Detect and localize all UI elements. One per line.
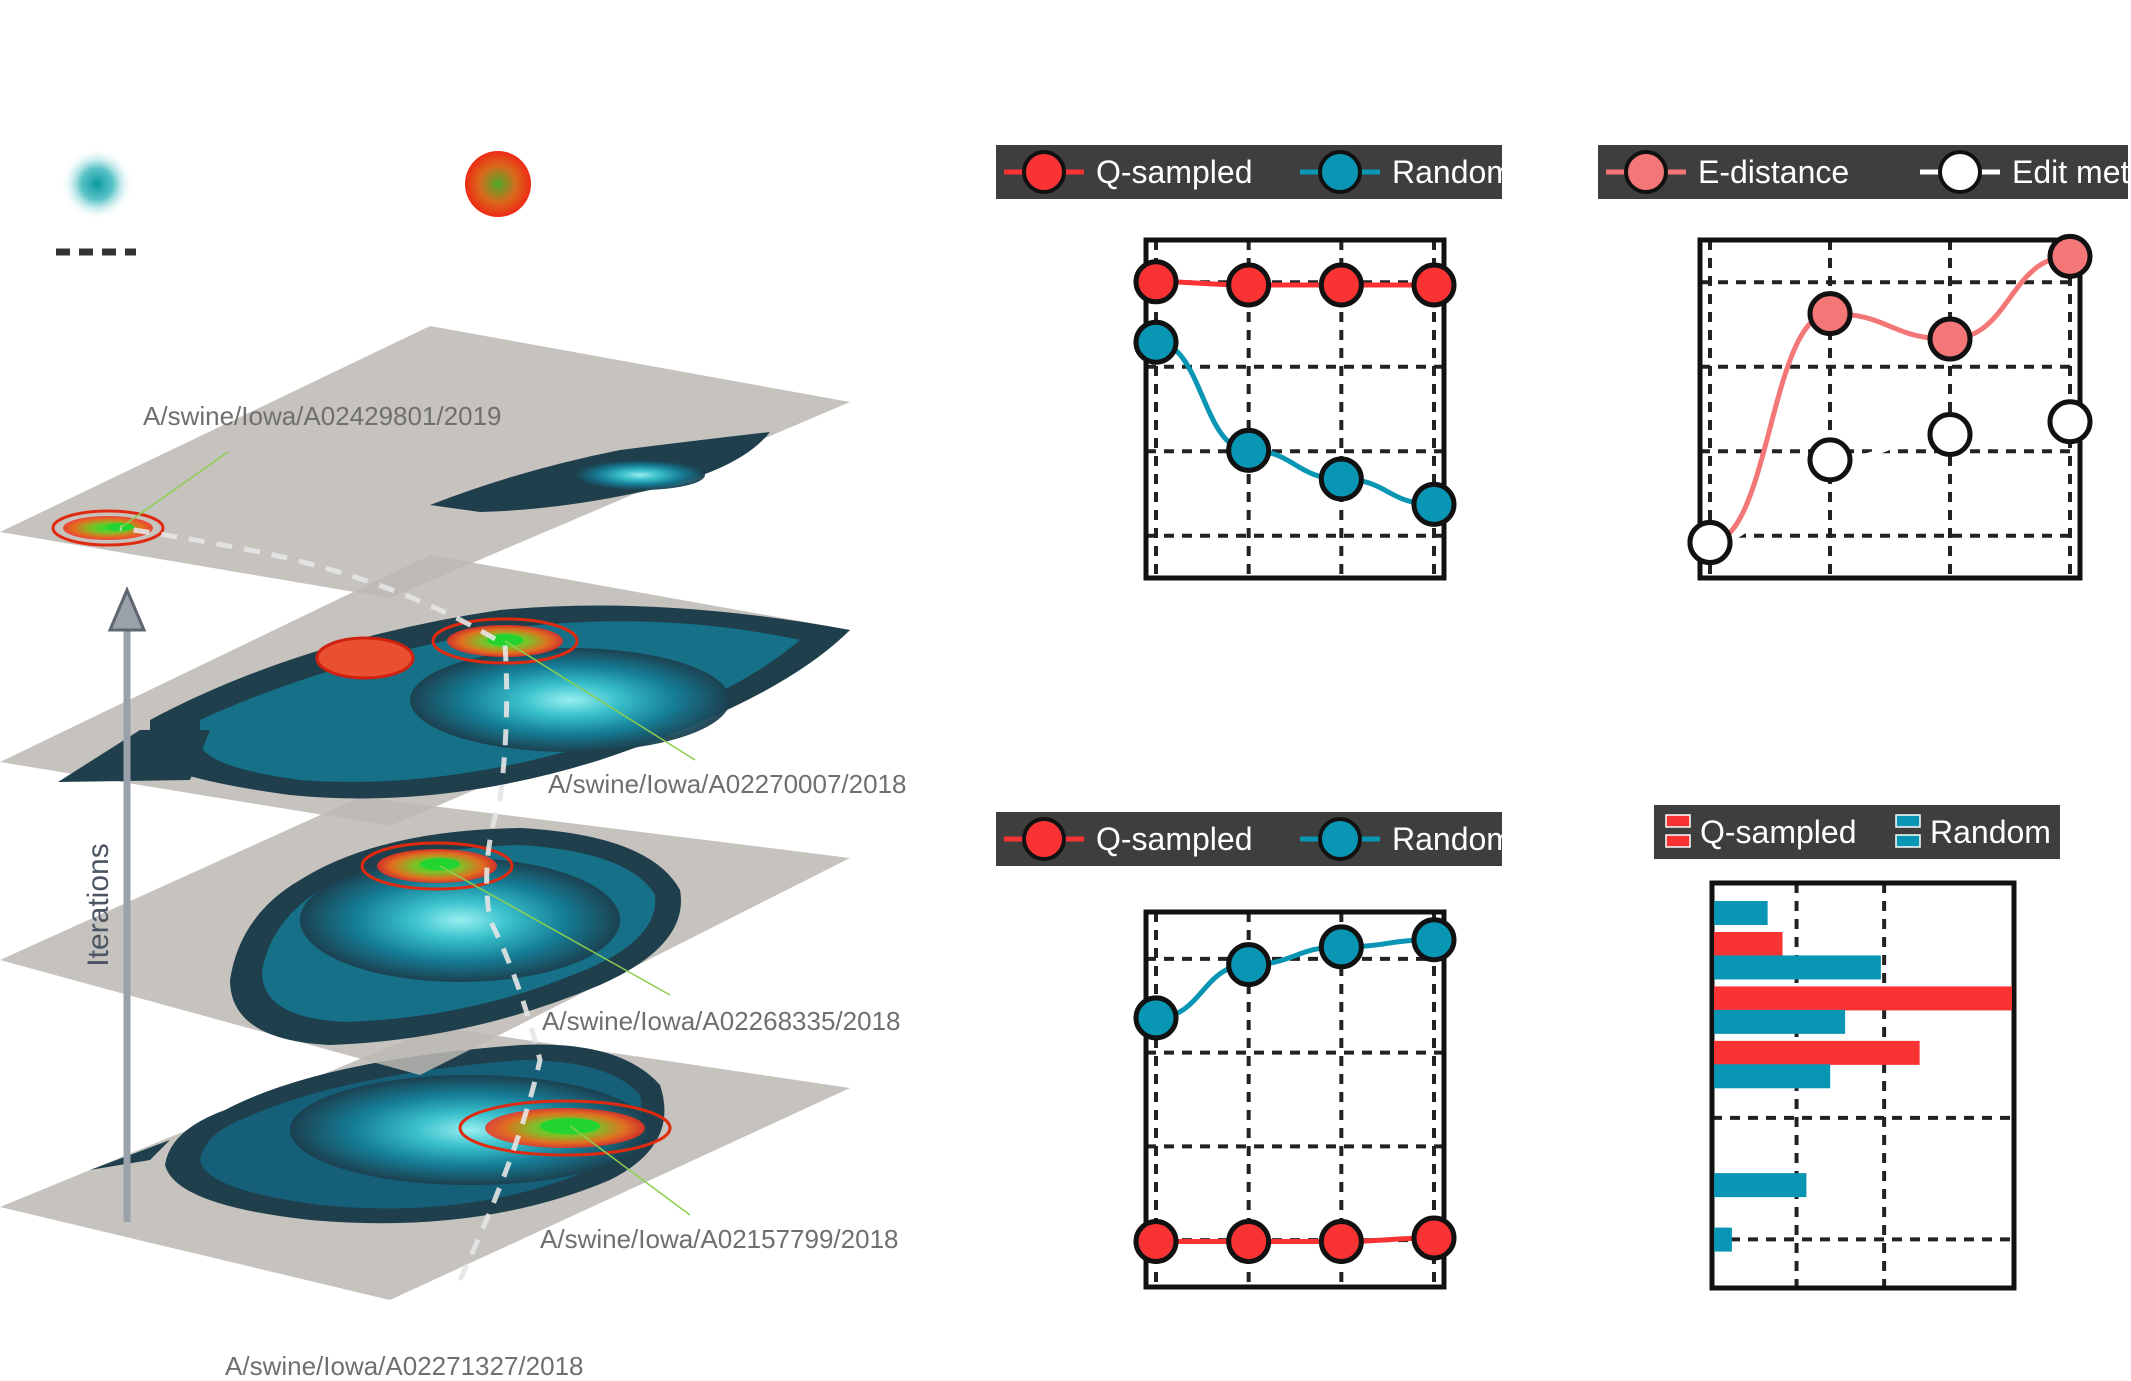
data-point-1-1: [1226, 942, 1272, 988]
strain-label-4: A/swine/Iowa/A02157799/2018: [540, 1224, 899, 1254]
bar-random-5: [1714, 1173, 1807, 1198]
series-line-0: [1155, 279, 1434, 288]
data-point-0-2: [1318, 262, 1364, 308]
data-point-1-3: [1411, 917, 1457, 963]
bar-random-3: [1714, 1064, 1831, 1089]
iterations-label: Iterations: [82, 843, 115, 966]
data-point-1-1: [1807, 437, 1853, 483]
legend-label-0: Q-sampled: [1096, 821, 1253, 857]
data-point-1-2: [1318, 456, 1364, 502]
legend-swatch-1-b: [1895, 834, 1921, 848]
plot-frame: [1697, 237, 2083, 581]
chart-2-line: E-distance Edit metric: [1598, 145, 2131, 581]
data-point-0-2: [1318, 1219, 1364, 1264]
data-point-1-1: [1226, 427, 1272, 473]
bar-q-sampled-2: [1714, 1040, 1920, 1065]
legend-label-0: Q-sampled: [1700, 814, 1857, 850]
data-point-0-1: [1226, 262, 1272, 308]
data-point-1-2: [1318, 924, 1364, 970]
data-point-0-1: [1226, 1219, 1272, 1264]
legend-marker-0: [1022, 817, 1066, 861]
strain-label-3: A/swine/Iowa/A02268335/2018: [542, 1006, 901, 1036]
series-line-0: [1156, 1235, 1435, 1245]
bar-random-1: [1714, 955, 1881, 980]
data-point-1-0: [1133, 995, 1179, 1041]
legend-label-1: Random: [1392, 154, 1513, 190]
data-point-0-2: [1927, 316, 1973, 362]
strain-label-5: A/swine/Iowa/A02271327/2018: [225, 1351, 584, 1381]
data-point-1-3: [1411, 481, 1457, 527]
series-line-1: [1709, 419, 2071, 546]
up-arrow-icon: [107, 586, 147, 1222]
data-point-1-3: [2047, 399, 2093, 445]
legend-marker-1: [1318, 150, 1362, 194]
legend-box: [1654, 805, 2060, 859]
bar-random-6: [1714, 1227, 1732, 1252]
data-point-0-3: [2047, 233, 2093, 279]
plot-frame: [1143, 909, 1447, 1290]
data-point-0-0: [1133, 1219, 1179, 1264]
chart-4-bar: Q-sampled Random: [1654, 805, 2060, 1291]
strain-label-2: A/swine/Iowa/A02270007/2018: [548, 769, 907, 799]
data-point-0-1: [1807, 291, 1853, 337]
series-line-0: [1709, 253, 2071, 546]
bar-q-sampled-0: [1714, 932, 1783, 956]
strain-label-1: A/swine/Iowa/A02429801/2019: [143, 401, 502, 431]
bar-random-2: [1714, 1009, 1846, 1034]
legend-box: [1598, 145, 2128, 199]
series-line-1: [1155, 937, 1435, 1021]
legend-swatch-0: [1665, 814, 1691, 828]
landscape-layer-4: [0, 1027, 850, 1300]
legend-marker-1: [1318, 817, 1362, 861]
legend-swatch-0-b: [1665, 834, 1691, 848]
data-point-0-3: [1411, 1215, 1457, 1261]
data-point-1-2: [1927, 411, 1973, 457]
legend-marker-0: [1022, 150, 1066, 194]
bar-random-0: [1714, 901, 1768, 925]
data-point-1-0: [1687, 520, 1733, 566]
q-sampled-population-icon: [465, 151, 531, 217]
plot-frame: [1709, 880, 2017, 1291]
legend-marker-0: [1624, 150, 1668, 194]
legend-label-0: E-distance: [1698, 154, 1849, 190]
chart-3-line: Q-sampled Random: [996, 812, 1513, 1290]
legend-label-1: Random: [1930, 814, 2051, 850]
landscape-layer-1: [0, 326, 850, 598]
random-population-icon: [61, 148, 133, 220]
legend-label-1: Random: [1392, 821, 1513, 857]
evolution-path: [119, 525, 543, 1282]
landscape-layer-2: [0, 555, 850, 826]
bar-q-sampled-1: [1714, 986, 2012, 1011]
chart-1-line: Q-sampled Random: [996, 145, 1513, 581]
legend-swatch-1: [1895, 814, 1921, 828]
legend-marker-1: [1938, 150, 1982, 194]
legend-label-1: Edit metric: [2012, 154, 2131, 190]
data-point-0-3: [1411, 262, 1457, 308]
landscape-layer-3: [0, 797, 850, 1075]
data-point-1-0: [1133, 319, 1179, 365]
data-point-0-0: [1133, 259, 1179, 305]
series-line-1: [1155, 339, 1435, 507]
legend-label-0: Q-sampled: [1096, 154, 1253, 190]
landscape-layers: Iterations A/swine/Iowa/A02429801/2019 A…: [0, 326, 907, 1381]
plot-frame: [1143, 237, 1447, 581]
